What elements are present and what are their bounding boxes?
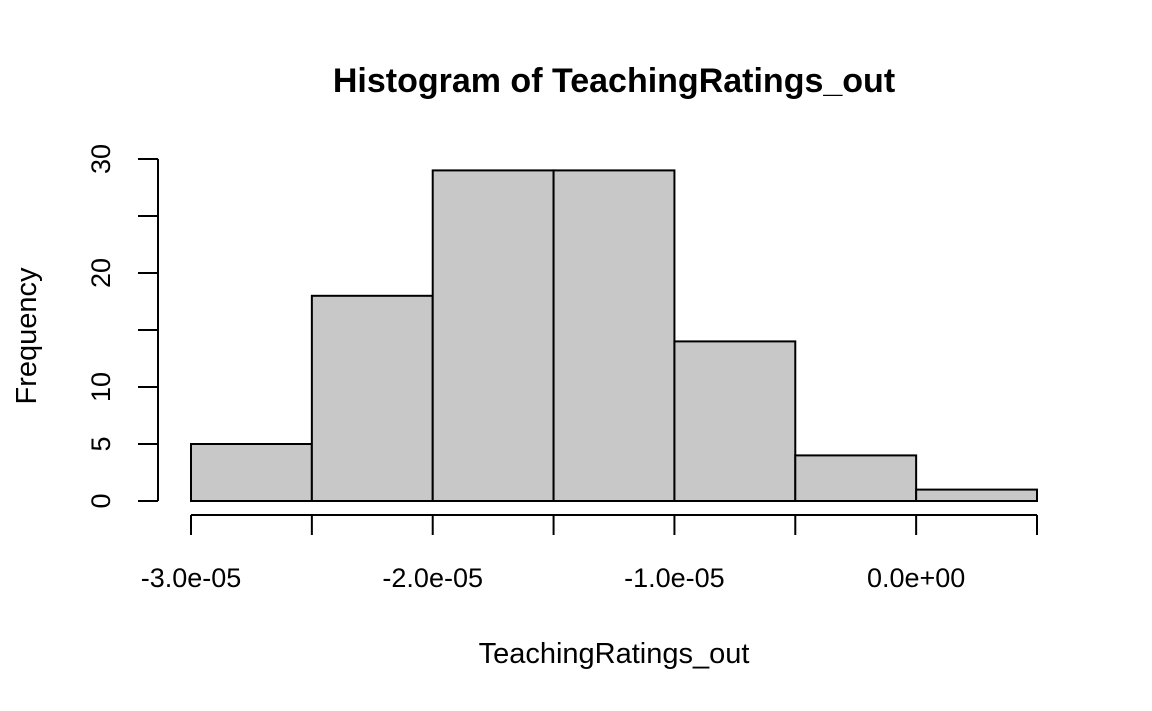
- histogram-bar-2: [431, 169, 555, 502]
- x-tick-label-2: -1.0e-05: [624, 563, 725, 593]
- y-tick-label-2: 10: [86, 372, 116, 402]
- histogram-bar-3: [552, 169, 676, 502]
- bars-group: [190, 169, 1039, 503]
- histogram-bar-4: [673, 340, 797, 502]
- histogram-bar-0: [190, 443, 313, 502]
- histogram-bar-1: [310, 294, 434, 502]
- y-axis-label: Frequency: [11, 267, 43, 405]
- x-axis: -3.0e-05 -2.0e-05 -1.0e-05 0.0e+00: [141, 514, 1038, 593]
- x-tick-label-1: -2.0e-05: [382, 563, 483, 593]
- histogram-bar-6: [915, 488, 1039, 503]
- y-tick-label-3: 20: [86, 258, 116, 288]
- chart-title: Histogram of TeachingRatings_out: [333, 62, 895, 100]
- y-tick-label-1: 5: [86, 436, 116, 451]
- y-tick-label-0: 0: [86, 493, 116, 508]
- y-axis: 0 5 10 20 30: [86, 144, 159, 509]
- y-tick-label-4: 30: [86, 144, 116, 174]
- x-tick-label-0: -3.0e-05: [141, 563, 242, 593]
- x-axis-label: TeachingRatings_out: [479, 638, 750, 670]
- x-tick-label-3: 0.0e+00: [867, 563, 965, 593]
- histogram-bar-5: [794, 454, 918, 502]
